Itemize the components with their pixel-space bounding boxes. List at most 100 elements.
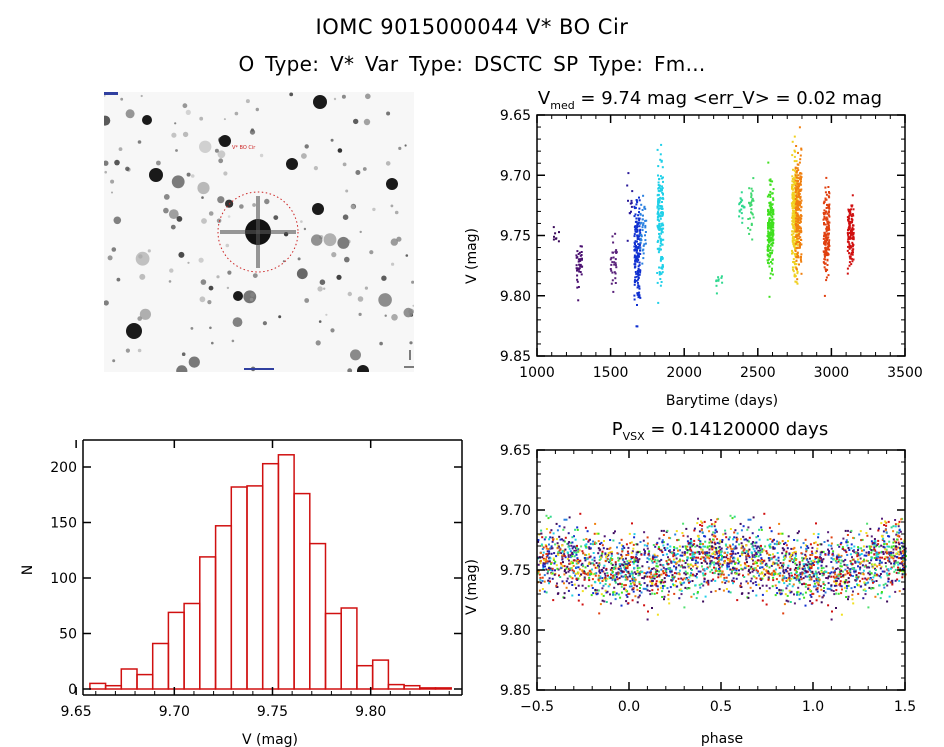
phase-point xyxy=(722,573,725,576)
phase-point xyxy=(765,603,768,606)
phase-point xyxy=(892,538,895,541)
lc-point xyxy=(636,228,639,231)
lc-point xyxy=(825,230,828,233)
phase-point xyxy=(899,570,902,572)
phase-point xyxy=(613,567,615,570)
phase-point xyxy=(546,560,549,563)
phase-point xyxy=(820,601,823,604)
stamp-star xyxy=(405,254,409,257)
lc-point xyxy=(795,222,797,225)
phase-point xyxy=(830,544,833,547)
phase-point xyxy=(759,566,762,569)
lc-point xyxy=(796,198,799,201)
phase-point xyxy=(797,586,800,589)
stamp-star xyxy=(226,286,230,290)
phase-point xyxy=(737,562,740,565)
lc-point xyxy=(657,248,660,251)
phase-point xyxy=(874,549,877,552)
phase-point xyxy=(728,560,731,563)
lc-point xyxy=(791,202,794,204)
phase-point xyxy=(542,564,545,567)
phase-point xyxy=(715,530,718,533)
stamp-star xyxy=(186,172,191,177)
phase-point xyxy=(787,600,790,603)
page-subtitle: O Type: V* Var Type: DSCTC SP Type: Fm..… xyxy=(238,52,706,76)
phase-point xyxy=(794,552,797,555)
phase-point xyxy=(732,552,735,555)
phase-point xyxy=(752,569,755,572)
phase-point xyxy=(614,565,617,568)
lc-point xyxy=(772,188,775,191)
lc-point xyxy=(658,249,661,252)
phase-point xyxy=(597,564,599,567)
lc-point xyxy=(637,273,639,275)
phase-point xyxy=(702,568,705,571)
lc-point xyxy=(768,240,771,243)
lc-point xyxy=(610,282,613,285)
lc-point xyxy=(769,237,772,240)
phase-point xyxy=(734,572,737,575)
phase-point xyxy=(546,572,549,575)
phase-point xyxy=(875,551,878,554)
lc-point xyxy=(657,174,659,177)
lc-point xyxy=(741,217,744,220)
lc-point xyxy=(794,266,797,269)
lc-point xyxy=(580,251,583,253)
lc-point xyxy=(634,206,637,209)
phase-point xyxy=(767,576,770,579)
lc-point xyxy=(795,231,798,234)
lc-point xyxy=(579,245,582,248)
phase-point xyxy=(747,596,750,599)
phase-point xyxy=(633,581,636,584)
phase-point xyxy=(706,551,708,554)
lc-point xyxy=(769,210,772,213)
phase-point xyxy=(544,565,546,568)
lc-point xyxy=(799,259,802,261)
phase-point xyxy=(811,552,814,555)
phase-point xyxy=(625,594,628,597)
lc-point xyxy=(796,195,799,198)
phase-point xyxy=(883,557,886,560)
phase-point xyxy=(765,590,768,593)
phase-point xyxy=(673,565,675,568)
phase-point xyxy=(696,544,699,547)
phase-point xyxy=(876,553,879,556)
phase-point xyxy=(661,540,664,543)
phase-point xyxy=(890,566,893,569)
phase-point xyxy=(821,561,824,564)
phase-point xyxy=(890,556,893,559)
lc-point xyxy=(554,232,557,235)
phase-point xyxy=(555,564,558,567)
lc-point xyxy=(657,197,660,200)
phase-point xyxy=(840,541,843,544)
phase-point xyxy=(614,598,617,601)
lc-point xyxy=(796,201,799,204)
phase-point xyxy=(571,536,574,539)
phase-point xyxy=(558,549,561,552)
phase-point xyxy=(555,555,558,558)
lc-point xyxy=(852,248,855,251)
phase-point xyxy=(751,589,754,592)
phase-point xyxy=(776,573,779,576)
stamp-star xyxy=(378,293,392,307)
phase-point xyxy=(657,570,660,573)
phase-point xyxy=(710,561,712,564)
phase-point xyxy=(822,590,825,592)
phase-point xyxy=(806,575,809,578)
hist-xtick-label: 9.70 xyxy=(159,704,190,720)
lc-point xyxy=(639,213,642,216)
phase-point xyxy=(715,562,718,565)
phase-point xyxy=(631,577,634,580)
phase-point xyxy=(660,549,663,552)
phase-point xyxy=(757,570,759,573)
phase-point xyxy=(566,558,569,560)
lc-point xyxy=(656,212,659,215)
phase-point xyxy=(756,545,759,548)
phase-point xyxy=(818,557,821,560)
lc-point xyxy=(633,226,636,228)
stamp-star xyxy=(181,352,186,357)
phase-point xyxy=(617,572,620,575)
phase-point xyxy=(636,571,639,573)
phase-point xyxy=(675,557,678,560)
phase-point xyxy=(759,553,762,556)
